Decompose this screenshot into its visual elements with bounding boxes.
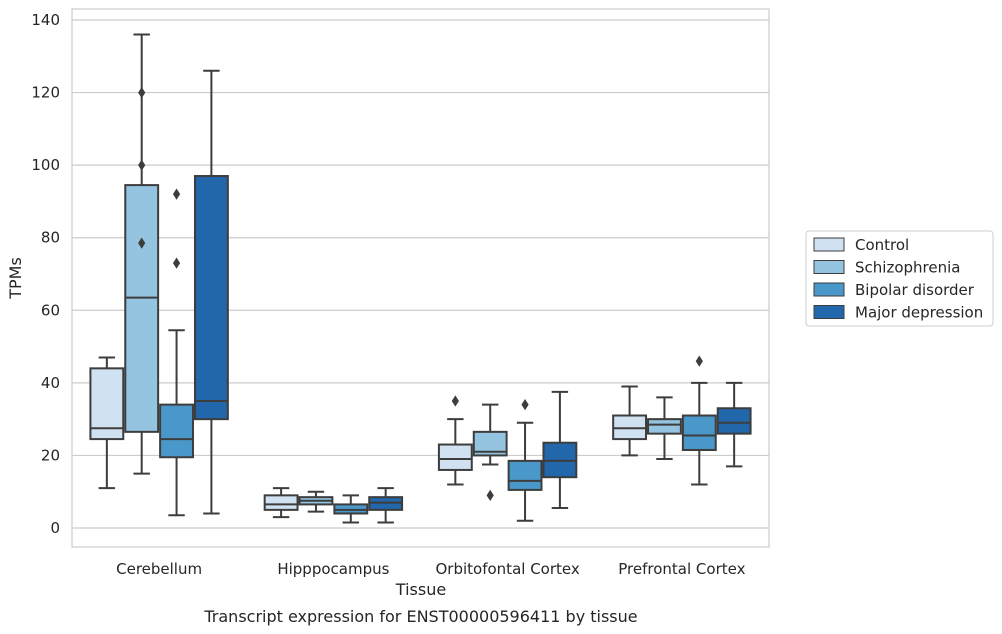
box-bipolar-disorder [159,188,194,517]
x-axis-label: Tissue [395,580,446,599]
outlier-point [486,489,494,501]
x-tick-label: Prefrontal Cortex [618,560,745,578]
y-tick-label: 0 [50,519,60,537]
legend-frame [805,230,994,327]
plot-frame [71,8,770,548]
legend-swatch [813,282,845,297]
box-control [437,395,473,486]
outlier-point [138,86,146,99]
legend-label: Schizophrenia [855,259,960,277]
box-iqr [472,430,508,457]
legend-label: Major depression [855,304,983,322]
y-tick-label: 60 [41,301,60,319]
chart-caption: Transcript expression for ENST0000059641… [203,607,637,626]
box-iqr [159,403,194,459]
x-tick-label: Orbitofontal Cortex [436,560,580,578]
y-ticks: 0 20 40 60 80 100 120 140 [31,11,60,537]
y-tick-label: 120 [31,84,60,102]
outlier-point [172,188,181,200]
box-schizophrenia [472,403,508,501]
outlier-point [138,159,146,171]
box-control [89,356,125,490]
outlier-point [172,257,181,269]
box-schizophrenia [298,490,334,513]
legend: Control Schizophrenia Bipolar disorder Majo… [805,230,994,327]
y-tick-label: 80 [41,229,60,247]
y-axis-label: TPMs [6,257,25,300]
y-tick-label: 40 [41,374,60,392]
box-major-depression [542,390,578,510]
box-iqr [124,184,160,433]
outlier-point [451,395,459,407]
box-major-depression [193,69,229,515]
box-iqr [507,459,543,491]
legend-label: Control [855,236,909,254]
boxes [89,33,752,524]
box-iqr [681,414,717,451]
outlier-point [521,399,529,411]
box-schizophrenia [124,33,160,475]
box-major-depression [368,487,404,524]
box-iqr [193,175,229,421]
outlier-point [138,237,146,249]
legend-swatch [813,237,845,252]
box-major-depression [716,381,752,468]
x-ticks: Cerebellum Hipppocampus Orbitofontal Corte… [116,560,745,578]
box-iqr [647,418,682,435]
box-control [263,487,299,519]
x-tick-label: Hipppocampus [277,560,389,578]
box-bipolar-disorder [507,399,543,522]
legend-swatch [813,260,845,274]
box-bipolar-disorder [333,494,369,524]
box-iqr [716,407,752,435]
y-tick-label: 100 [31,156,60,174]
box-bipolar-disorder [681,355,717,486]
y-tick-label: 140 [31,11,60,29]
legend-label: Bipolar disorder [855,281,975,299]
box-iqr [263,494,299,511]
box-iqr [437,443,473,471]
y-tick-label: 20 [41,446,60,464]
legend-swatch [813,305,845,319]
box-control [612,385,648,457]
x-tick-label: Cerebellum [116,560,202,578]
outlier-point [695,355,703,367]
box-schizophrenia [647,396,682,461]
